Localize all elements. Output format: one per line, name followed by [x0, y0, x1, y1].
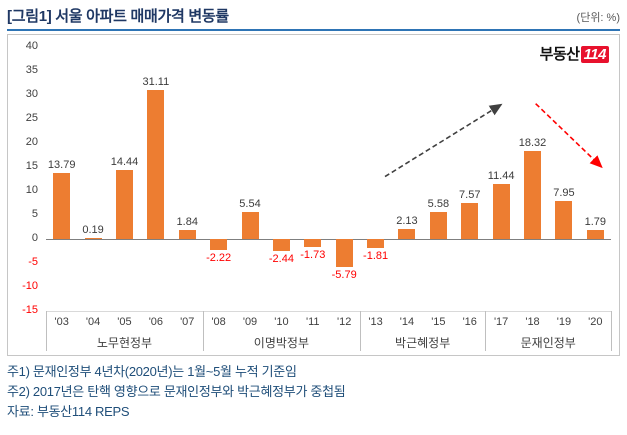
- footer-notes: 주1) 문재인정부 4년차(2020년)는 1월~5월 누적 기준임 주2) 2…: [7, 362, 620, 422]
- y-tick-label: 40: [25, 40, 38, 52]
- x-tick-label: '10: [274, 316, 289, 328]
- value-label: -5.79: [331, 268, 357, 281]
- x-axis-zero-line: [46, 239, 611, 240]
- bar: [461, 202, 479, 239]
- value-label: 1.84: [176, 216, 198, 229]
- y-tick-label: 0: [31, 232, 38, 244]
- value-label: -2.44: [268, 252, 294, 265]
- budongsan114-logo: 부동산 114: [540, 43, 609, 64]
- y-tick-label: 15: [25, 160, 38, 172]
- bar: [586, 230, 604, 239]
- value-label: 7.95: [553, 186, 575, 199]
- logo-badge: 114: [580, 46, 609, 63]
- group-label: 박근혜정부: [395, 336, 451, 350]
- bar: [429, 212, 447, 239]
- downtrend-arrow: [535, 103, 603, 169]
- value-label: -2.22: [206, 251, 232, 264]
- x-tick-label: '05: [117, 316, 132, 328]
- y-tick-label: -15: [22, 304, 38, 316]
- y-tick-label: 30: [25, 88, 38, 100]
- value-label: 5.54: [239, 198, 261, 211]
- y-tick-label: -5: [28, 256, 38, 268]
- note-2: 주2) 2017년은 탄핵 영향으로 문재인정부와 박근혜정부가 중첩됨: [7, 384, 346, 399]
- bar: [147, 89, 165, 239]
- bar: [272, 239, 290, 251]
- group-separator: [359, 311, 361, 351]
- chart-area: 부동산 114 40 35 30 25 20 15 10 5 0 -5 -10 -15 13.79 '03 0…: [7, 34, 620, 356]
- x-tick-label: '16: [462, 316, 477, 328]
- group-label: 노무현정부: [96, 336, 153, 350]
- y-tick-label: 35: [25, 64, 38, 76]
- page-title: [그림1] 서울 아파트 매매가격 변동률: [7, 8, 229, 25]
- bar: [178, 230, 196, 239]
- value-label: 31.11: [142, 75, 170, 88]
- x-tick-label: '09: [242, 316, 258, 328]
- bar: [115, 169, 133, 239]
- x-tick-label: '07: [180, 316, 195, 328]
- group-separator: [485, 311, 487, 351]
- value-label: 13.79: [47, 158, 76, 171]
- x-tick-label: '15: [431, 316, 446, 328]
- uptrend-arrow: [384, 103, 503, 178]
- y-tick-label: 5: [31, 208, 38, 220]
- group-label: 문재인정부: [520, 336, 576, 350]
- bar: [555, 200, 573, 239]
- x-tick-label: '18: [525, 316, 540, 328]
- figure-page: [그림1] 서울 아파트 매매가격 변동률 (단위: %) 부동산 114 40 3…: [7, 5, 620, 422]
- plot-area: 40 35 30 25 20 15 10 5 0 -5 -10 -15 13.79 '03 0.19 '04 1…: [8, 35, 619, 355]
- group-separator: [611, 311, 612, 351]
- x-tick-label: '11: [306, 316, 320, 328]
- x-tick-label: '04: [85, 316, 101, 328]
- bar: [492, 184, 510, 239]
- value-label: 14.44: [110, 155, 139, 168]
- group-separator: [46, 311, 47, 351]
- logo-text: 부동산: [539, 46, 580, 63]
- x-tick-label: '08: [211, 316, 226, 328]
- x-tick-label: '19: [556, 316, 572, 328]
- unit-label: (단위: %): [576, 12, 620, 24]
- value-label: 5.58: [427, 198, 450, 211]
- figure-header: [그림1] 서울 아파트 매매가격 변동률 (단위: %): [7, 5, 620, 31]
- y-tick-label: 10: [25, 184, 38, 196]
- value-label: 2.13: [396, 214, 418, 227]
- bar: [398, 228, 416, 239]
- bar: [367, 239, 385, 248]
- group-separator: [202, 311, 204, 351]
- x-tick-label: '13: [368, 316, 383, 328]
- axis-baseline: [46, 311, 611, 312]
- x-tick-label: '06: [148, 316, 164, 328]
- x-tick-label: '17: [493, 316, 509, 328]
- value-label: -1.73: [300, 249, 326, 262]
- bar: [84, 238, 102, 240]
- bar: [335, 239, 353, 267]
- y-tick-label: -10: [22, 280, 38, 292]
- value-label: -1.81: [363, 249, 389, 262]
- value-label: 11.44: [487, 170, 515, 183]
- value-label: 1.79: [584, 216, 607, 229]
- y-tick-label: 20: [25, 136, 38, 148]
- source-line: 자료: 부동산114 REPS: [7, 404, 130, 419]
- bar: [524, 151, 542, 239]
- x-tick-label: '20: [588, 316, 603, 328]
- bar: [241, 212, 259, 239]
- x-tick-label: '12: [337, 316, 352, 328]
- value-label: 7.57: [459, 188, 481, 201]
- group-label: 이명박정부: [253, 336, 310, 350]
- x-tick-label: '14: [399, 316, 415, 328]
- value-label: 18.32: [518, 137, 547, 150]
- bar: [304, 239, 322, 248]
- note-1: 주1) 문재인정부 4년차(2020년)는 1월~5월 누적 기준임: [7, 364, 297, 379]
- value-label: 0.19: [82, 224, 104, 237]
- y-tick-label: 25: [25, 112, 38, 124]
- x-tick-label: '03: [54, 316, 69, 328]
- bar: [53, 172, 71, 239]
- bar: [210, 239, 228, 250]
